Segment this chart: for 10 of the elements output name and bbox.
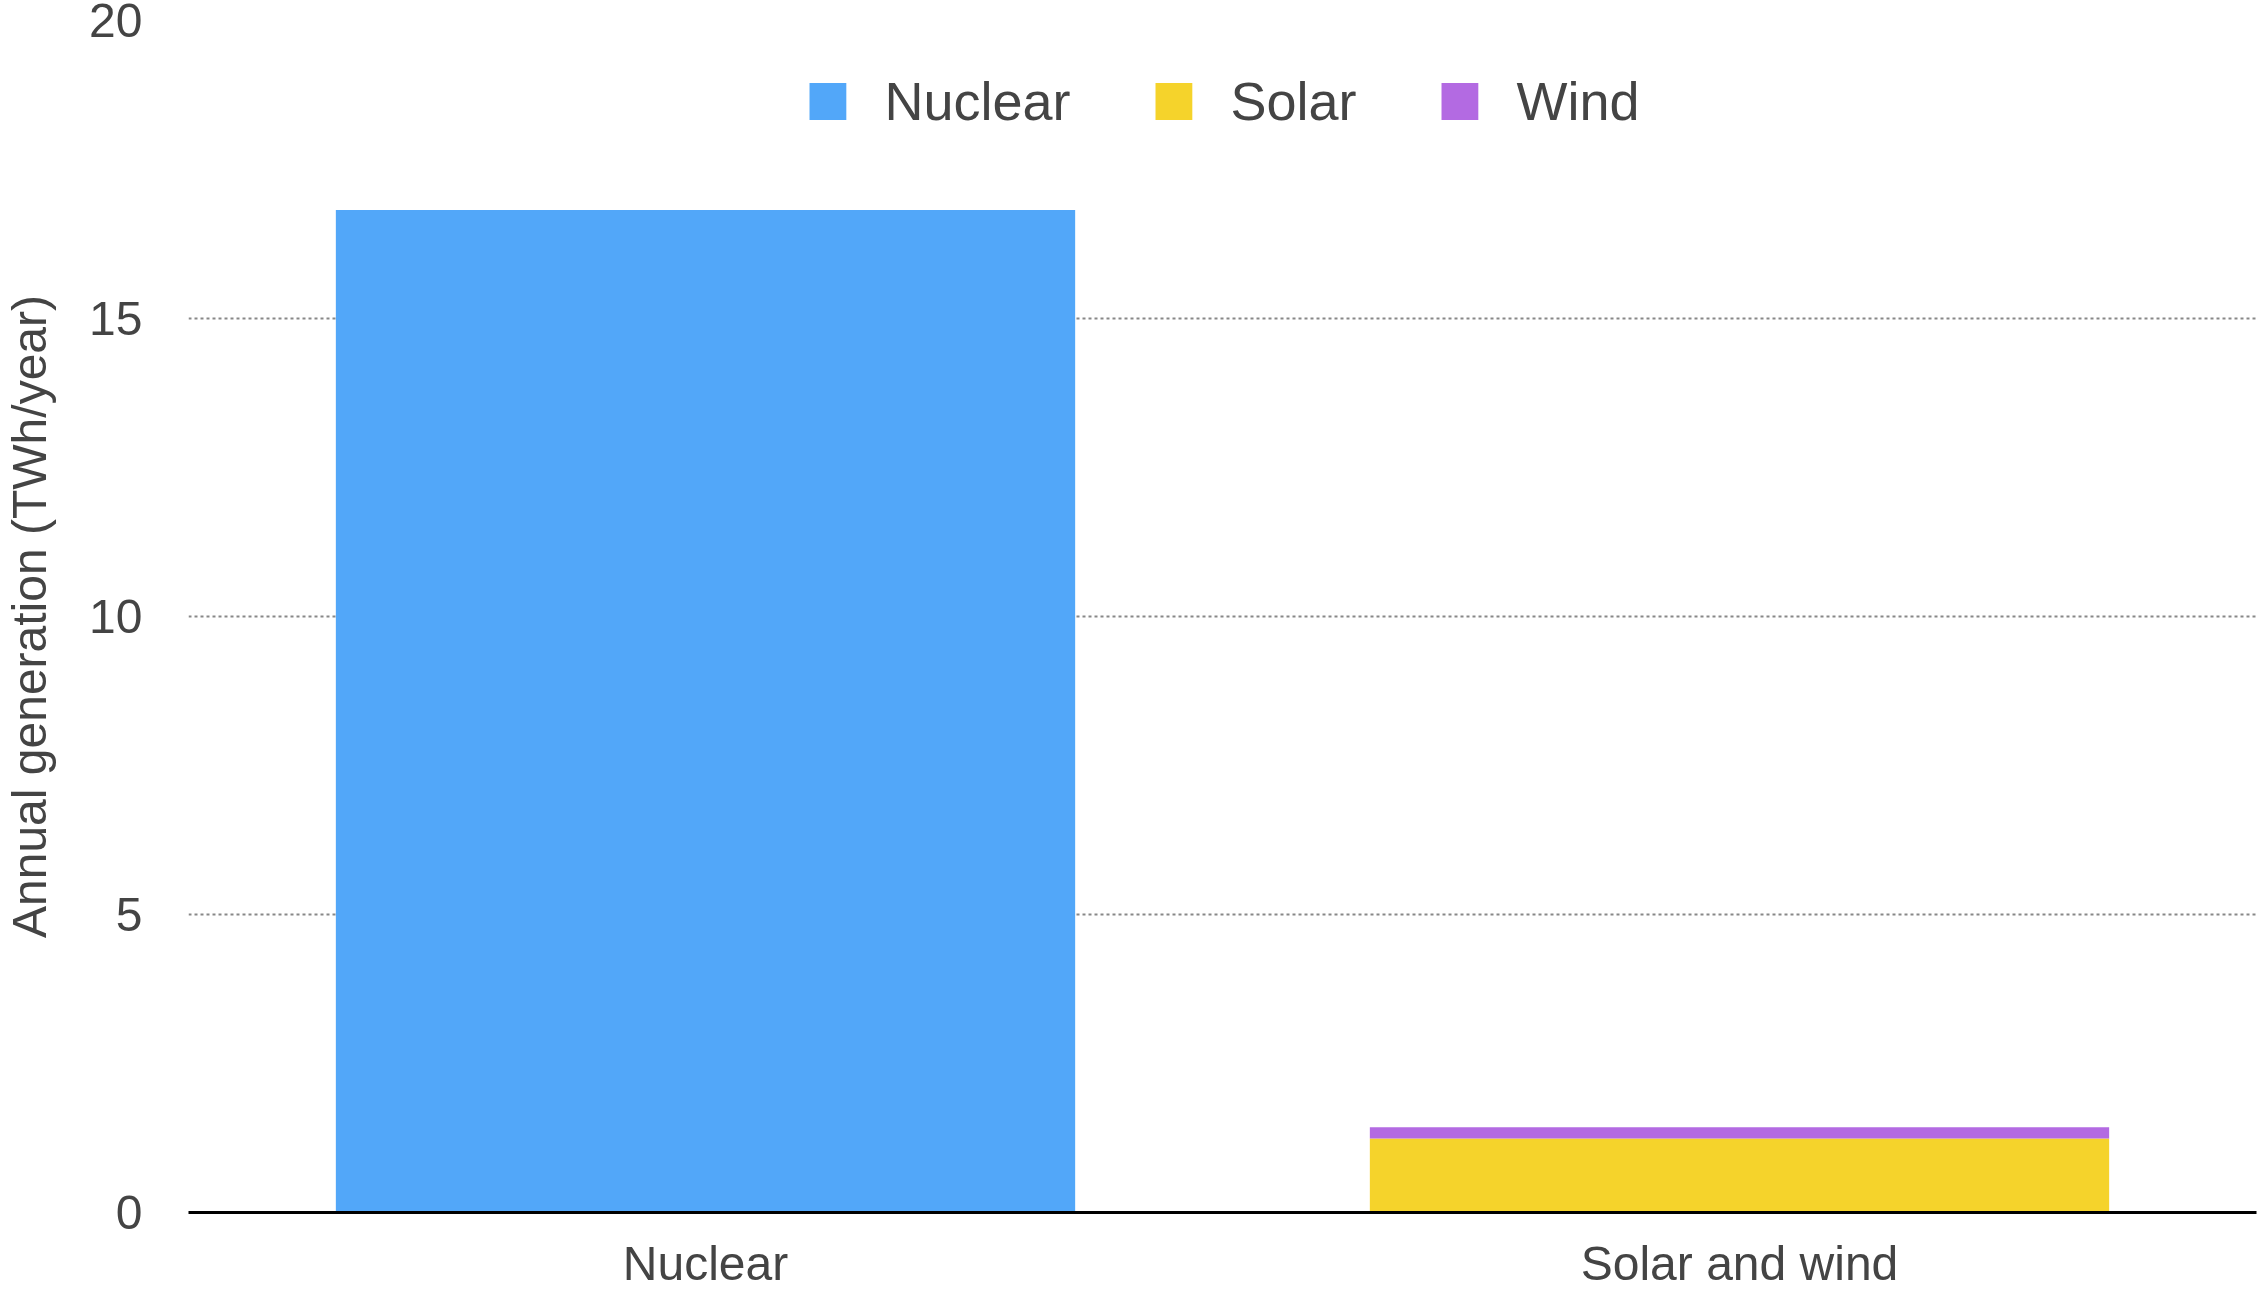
legend-label: Nuclear xyxy=(884,70,1071,132)
y-tick-label: 20 xyxy=(89,0,143,47)
y-axis-title: Annual generation (TWh/year) xyxy=(3,295,57,938)
y-tick-label: 15 xyxy=(89,292,143,345)
legend-label: Wind xyxy=(1516,70,1640,132)
y-tick-label: 5 xyxy=(115,888,143,941)
legend-label: Solar xyxy=(1230,70,1357,132)
y-tick-label: 10 xyxy=(89,590,143,643)
y-tick-label: 0 xyxy=(115,1186,143,1239)
x-tick-label: Solar and wind xyxy=(1580,1236,1899,1290)
